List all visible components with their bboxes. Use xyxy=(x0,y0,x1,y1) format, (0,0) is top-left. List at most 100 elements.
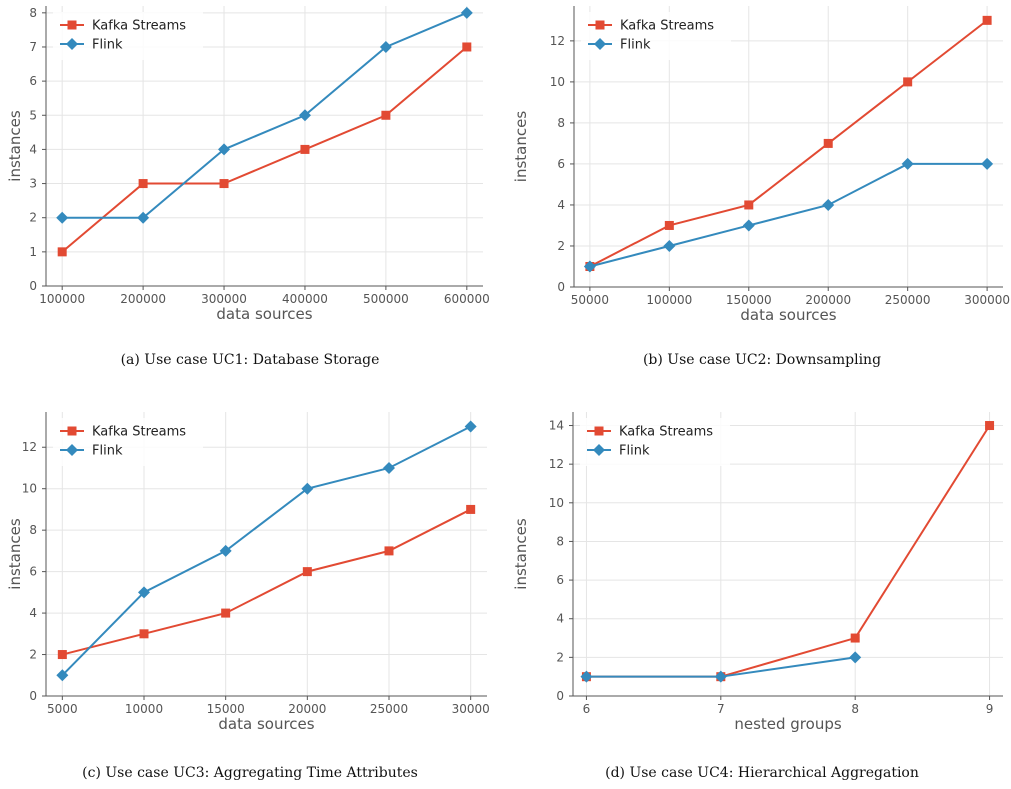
data-point xyxy=(714,670,727,683)
x-tick-label: 300000 xyxy=(201,292,247,306)
data-point xyxy=(903,77,913,87)
legend-marker xyxy=(66,444,78,456)
legend-marker xyxy=(595,20,605,30)
data-point xyxy=(384,546,394,556)
series-line xyxy=(62,11,468,219)
y-tick-label: 14 xyxy=(549,419,564,433)
data-point xyxy=(849,651,862,664)
y-tick-label: 2 xyxy=(29,211,37,225)
y-tick-label: 2 xyxy=(29,648,37,662)
legend-box xyxy=(53,418,203,466)
data-point xyxy=(981,157,994,170)
legend-label: Flink xyxy=(620,38,651,53)
y-tick-label: 10 xyxy=(550,75,565,89)
y-tick-label: 6 xyxy=(29,74,37,88)
y-tick-label: 1 xyxy=(29,245,37,259)
x-tick-label: 200000 xyxy=(120,292,166,306)
x-tick-label: 100000 xyxy=(39,292,85,306)
y-tick-label: 12 xyxy=(549,457,564,471)
x-axis-label: data sources xyxy=(740,306,836,324)
y-tick-label: 10 xyxy=(22,482,37,496)
data-point xyxy=(381,110,391,120)
y-tick-label: 0 xyxy=(29,279,37,293)
x-tick-label: 150000 xyxy=(726,293,772,307)
legend-marker xyxy=(594,38,606,50)
series-line xyxy=(62,508,472,656)
x-axis-label: data sources xyxy=(218,715,314,733)
y-tick-label: 4 xyxy=(557,198,565,212)
data-point xyxy=(822,198,835,211)
x-tick-label: 600000 xyxy=(444,292,490,306)
y-tick-label: 8 xyxy=(29,523,37,537)
data-point xyxy=(302,567,312,577)
chart-caption: (b) Use case UC2: Downsampling xyxy=(642,352,882,368)
data-point xyxy=(982,15,992,25)
data-point xyxy=(460,6,473,19)
x-axis-label: nested groups xyxy=(734,715,842,733)
x-tick-label: 30000 xyxy=(452,702,490,716)
legend-label: Kafka Streams xyxy=(92,19,186,34)
data-point xyxy=(138,179,148,189)
data-point xyxy=(744,200,754,210)
legend-box xyxy=(53,12,203,60)
data-point xyxy=(742,219,755,232)
chart-caption: (a) Use case UC1: Database Storage xyxy=(120,352,380,368)
x-tick-label: 300000 xyxy=(964,293,1010,307)
chart-svg: 100000 200000 300000 400000 500000 600000 0 1 2 3… xyxy=(6,6,490,323)
y-tick-label: 12 xyxy=(550,34,565,48)
data-point xyxy=(580,670,593,683)
x-tick-label: 200000 xyxy=(805,293,851,307)
data-point xyxy=(221,608,231,618)
data-point xyxy=(139,629,149,639)
data-point xyxy=(298,109,311,122)
chart-panel: 100000 200000 300000 400000 500000 600000 0 1 2 3… xyxy=(0,0,505,380)
x-tick-label: 20000 xyxy=(288,702,326,716)
data-point xyxy=(901,157,914,170)
y-tick-label: 0 xyxy=(29,689,37,703)
x-tick-label: 10000 xyxy=(125,702,163,716)
legend-box xyxy=(580,418,730,466)
data-point xyxy=(219,544,232,557)
x-axis-label: data sources xyxy=(216,305,312,323)
x-tick-label: 100000 xyxy=(646,293,692,307)
legend-label: Kafka Streams xyxy=(620,19,714,34)
x-tick-label: 50000 xyxy=(571,293,609,307)
y-tick-label: 8 xyxy=(557,116,565,130)
y-tick-label: 6 xyxy=(29,565,37,579)
x-tick-label: 5000 xyxy=(47,702,78,716)
x-tick-label: 25000 xyxy=(370,702,408,716)
data-point xyxy=(56,211,69,224)
y-axis-label: instances xyxy=(512,111,530,183)
data-point xyxy=(56,669,69,682)
y-tick-label: 4 xyxy=(556,612,564,626)
data-point xyxy=(137,211,150,224)
y-tick-label: 2 xyxy=(556,650,564,664)
x-tick-label: 500000 xyxy=(363,292,409,306)
legend-label: Kafka Streams xyxy=(619,425,713,440)
series-line xyxy=(589,19,988,268)
series-line xyxy=(589,162,988,268)
chart-panel: 50000 100000 150000 200000 250000 300000 0 2 4 6 8… xyxy=(506,0,1011,380)
data-point xyxy=(466,504,476,514)
legend-box xyxy=(581,12,731,60)
data-point xyxy=(300,144,310,154)
data-point xyxy=(57,247,67,257)
data-point xyxy=(583,260,596,273)
y-tick-label: 0 xyxy=(557,280,565,294)
y-tick-label: 4 xyxy=(29,606,37,620)
data-point xyxy=(663,239,676,252)
chart-caption: (c) Use case UC3: Aggregating Time Attri… xyxy=(82,765,418,781)
series-line xyxy=(61,46,468,253)
legend-label: Kafka Streams xyxy=(92,425,186,440)
x-tick-label: 6 xyxy=(583,702,591,716)
y-tick-label: 5 xyxy=(29,108,37,122)
y-tick-label: 4 xyxy=(29,142,37,156)
data-point xyxy=(850,633,860,643)
x-tick-label: 9 xyxy=(986,702,994,716)
y-tick-label: 6 xyxy=(556,573,564,587)
data-point xyxy=(985,421,995,431)
x-tick-label: 15000 xyxy=(207,702,245,716)
y-tick-label: 0 xyxy=(556,689,564,703)
y-tick-label: 6 xyxy=(557,157,565,171)
